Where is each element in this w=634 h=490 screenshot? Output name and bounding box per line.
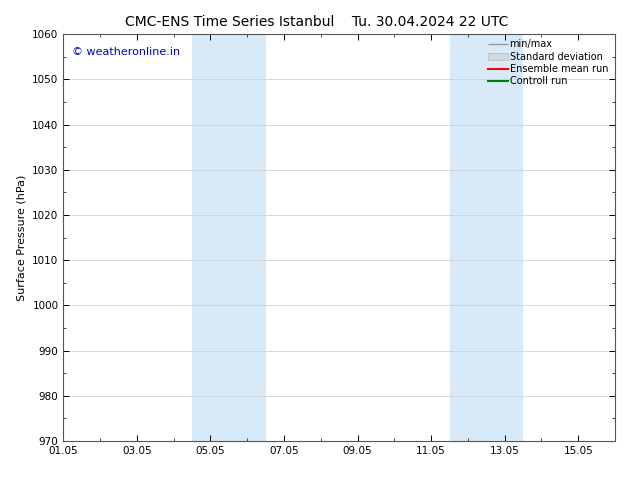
Legend: min/max, Standard deviation, Ensemble mean run, Controll run: min/max, Standard deviation, Ensemble me… — [486, 37, 612, 88]
Text: © weatheronline.in: © weatheronline.in — [72, 47, 180, 56]
Bar — [450, 34, 523, 441]
Text: CMC-ENS Time Series Istanbul    Tu. 30.04.2024 22 UTC: CMC-ENS Time Series Istanbul Tu. 30.04.2… — [126, 15, 508, 29]
Y-axis label: Surface Pressure (hPa): Surface Pressure (hPa) — [16, 174, 27, 301]
Bar — [192, 34, 266, 441]
